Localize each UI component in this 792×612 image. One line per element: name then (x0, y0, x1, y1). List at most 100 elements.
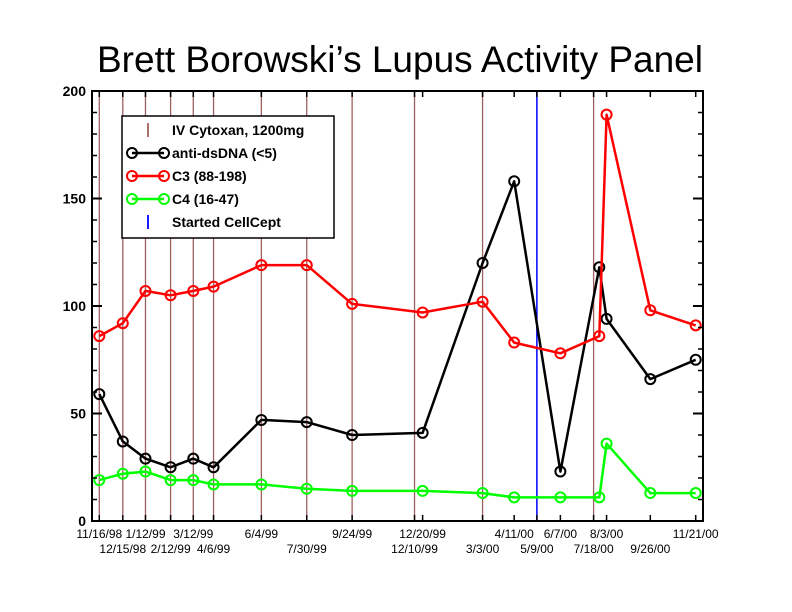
legend-item: anti-dsDNA (<5) (126, 145, 277, 161)
data-point (593, 491, 606, 504)
legend-label: IV Cytoxan, 1200mg (172, 122, 304, 138)
x-tick-label: 6/7/00 (544, 527, 578, 541)
x-tick-label: 9/24/99 (332, 527, 372, 541)
data-point (346, 484, 359, 497)
data-point (187, 452, 200, 465)
data-point (346, 429, 359, 441)
y-tick-label: 200 (63, 83, 87, 99)
data-point (207, 461, 220, 474)
x-tick-label: 7/18/00 (574, 542, 614, 556)
data-point (689, 319, 702, 332)
data-point (593, 330, 606, 343)
data-point (689, 353, 702, 366)
x-tick-label: 4/11/00 (495, 527, 534, 541)
data-point (300, 482, 313, 495)
data-point (300, 259, 313, 272)
data-point (593, 261, 606, 274)
data-point (554, 491, 567, 504)
legend-item: C4 (16-47) (126, 191, 239, 207)
data-point (187, 284, 200, 297)
data-point (300, 416, 313, 429)
data-point (116, 317, 129, 330)
legend-label: anti-dsDNA (<5) (172, 145, 277, 161)
legend: IV Cytoxan, 1200mg anti-dsDNA (<5) C3 (88-… (121, 115, 335, 239)
y-tick-label: 0 (78, 513, 86, 529)
data-point (93, 474, 106, 487)
data-point (554, 347, 567, 360)
data-point (116, 467, 129, 480)
data-point (644, 487, 657, 500)
data-point (164, 461, 177, 474)
data-point (416, 306, 429, 319)
x-tick-label: 6/4/99 (245, 527, 279, 541)
x-tick-label: 12/10/99 (391, 542, 438, 556)
data-point (508, 175, 521, 188)
x-tick-label: 3/12/99 (173, 527, 213, 541)
legend-marker (158, 170, 170, 182)
legend-item: IV Cytoxan, 1200mg (147, 122, 304, 138)
series-c3 (93, 108, 702, 360)
data-point (476, 295, 489, 308)
data-point (600, 312, 613, 325)
x-tick-label: 12/20/99 (399, 527, 446, 541)
x-tick-label: 5/9/00 (520, 542, 554, 556)
data-point (93, 388, 106, 401)
data-point (255, 413, 268, 426)
data-point (508, 336, 521, 349)
axes: 0 50 100 150 200 11/16/9812/15/981/12/992/12/… (63, 83, 719, 556)
data-point (554, 465, 567, 478)
data-point (644, 373, 657, 386)
data-point (207, 280, 220, 293)
data-point (255, 259, 268, 272)
data-point (255, 478, 268, 491)
data-point (93, 330, 106, 343)
x-tick-label: 4/6/99 (197, 542, 231, 556)
x-tick-label: 12/15/98 (99, 542, 146, 556)
x-tick-label: 1/12/99 (125, 527, 165, 541)
data-point (476, 257, 489, 269)
x-tick-label: 2/12/99 (151, 542, 191, 556)
y-tick-label: 150 (63, 191, 87, 207)
data-point (139, 452, 152, 465)
data-point (139, 465, 152, 478)
legend-marker (158, 147, 170, 159)
data-point (416, 484, 429, 497)
data-point (600, 437, 613, 450)
data-point (346, 297, 359, 310)
legend-marker (158, 193, 170, 205)
legend-marker (126, 147, 138, 159)
data-point (116, 435, 129, 448)
data-point (164, 289, 177, 302)
legend-item: C3 (88-198) (126, 168, 247, 184)
x-tick-label: 3/3/00 (466, 542, 500, 556)
data-point (187, 474, 200, 487)
data-point (164, 474, 177, 487)
series-c4 (93, 437, 702, 504)
legend-item: Started CellCept (147, 214, 281, 230)
legend-marker (126, 193, 138, 205)
data-point (600, 108, 613, 121)
data-point (207, 478, 220, 491)
data-point (689, 487, 702, 500)
chart-title: Brett Borowski’s Lupus Activity Panel (97, 39, 703, 80)
data-point (476, 487, 489, 500)
y-tick-label: 50 (70, 406, 86, 422)
y-tick-label: 100 (63, 298, 87, 314)
legend-label: Started CellCept (172, 214, 281, 230)
data-series (93, 108, 702, 504)
data-point (416, 426, 429, 439)
x-tick-label: 9/26/00 (630, 542, 670, 556)
x-tick-label: 11/16/98 (76, 527, 122, 541)
data-point (644, 304, 657, 317)
series-line (98, 113, 697, 355)
x-tick-label: 11/21/00 (673, 527, 719, 541)
x-tick-label: 7/30/99 (287, 542, 327, 556)
x-tick-label: 8/3/00 (590, 527, 624, 541)
data-point (139, 284, 152, 297)
data-point (508, 491, 521, 504)
series-line (98, 442, 696, 499)
legend-label: C3 (88-198) (172, 168, 247, 184)
legend-label: C4 (16-47) (172, 191, 239, 207)
legend-marker (126, 170, 138, 182)
